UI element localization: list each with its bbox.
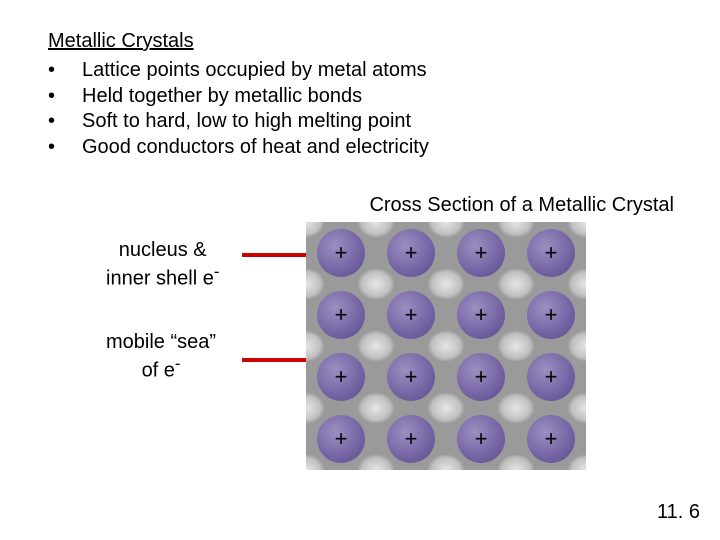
list-item: • Good conductors of heat and electricit… [48, 135, 429, 161]
bullet-list: • Lattice points occupied by metal atoms… [48, 58, 429, 160]
label-nucleus: nucleus & inner shell e- [106, 238, 219, 291]
metal-atom: + [387, 353, 435, 401]
list-item: • Soft to hard, low to high melting poin… [48, 109, 429, 135]
superscript: - [175, 354, 181, 373]
metal-atom: + [457, 229, 505, 277]
metal-atom: + [317, 229, 365, 277]
section-title: Metallic Crystals [48, 30, 194, 53]
list-item: • Lattice points occupied by metal atoms [48, 58, 429, 84]
metal-atom: + [387, 229, 435, 277]
bullet-text: Good conductors of heat and electricity [82, 135, 429, 161]
metal-atom: + [387, 291, 435, 339]
label-line: of e [142, 360, 175, 382]
metal-atom: + [457, 415, 505, 463]
metal-atom: + [317, 291, 365, 339]
metal-atom: + [457, 291, 505, 339]
label-line: nucleus & [119, 239, 207, 261]
page-number: 11. 6 [657, 501, 700, 524]
bullet-text: Soft to hard, low to high melting point [82, 109, 411, 135]
metal-atom: + [527, 291, 575, 339]
bullet-mark: • [48, 135, 82, 161]
bullet-text: Held together by metallic bonds [82, 84, 362, 110]
metal-atom: + [457, 353, 505, 401]
metal-atom: + [387, 415, 435, 463]
metal-atom: + [527, 229, 575, 277]
superscript: - [214, 262, 220, 281]
bullet-mark: • [48, 84, 82, 110]
bullet-mark: • [48, 109, 82, 135]
metal-atom: + [317, 415, 365, 463]
label-sea: mobile “sea” of e- [106, 330, 216, 383]
label-line: mobile “sea” [106, 331, 216, 353]
metal-atom: + [527, 415, 575, 463]
bullet-mark: • [48, 58, 82, 84]
bullet-text: Lattice points occupied by metal atoms [82, 58, 427, 84]
metal-atom: + [317, 353, 365, 401]
crystal-diagram: + + + + + + + + + + + + + + + + [306, 222, 586, 470]
metal-atom: + [527, 353, 575, 401]
label-line: inner shell e [106, 268, 214, 290]
figure-caption: Cross Section of a Metallic Crystal [369, 194, 674, 217]
list-item: • Held together by metallic bonds [48, 84, 429, 110]
